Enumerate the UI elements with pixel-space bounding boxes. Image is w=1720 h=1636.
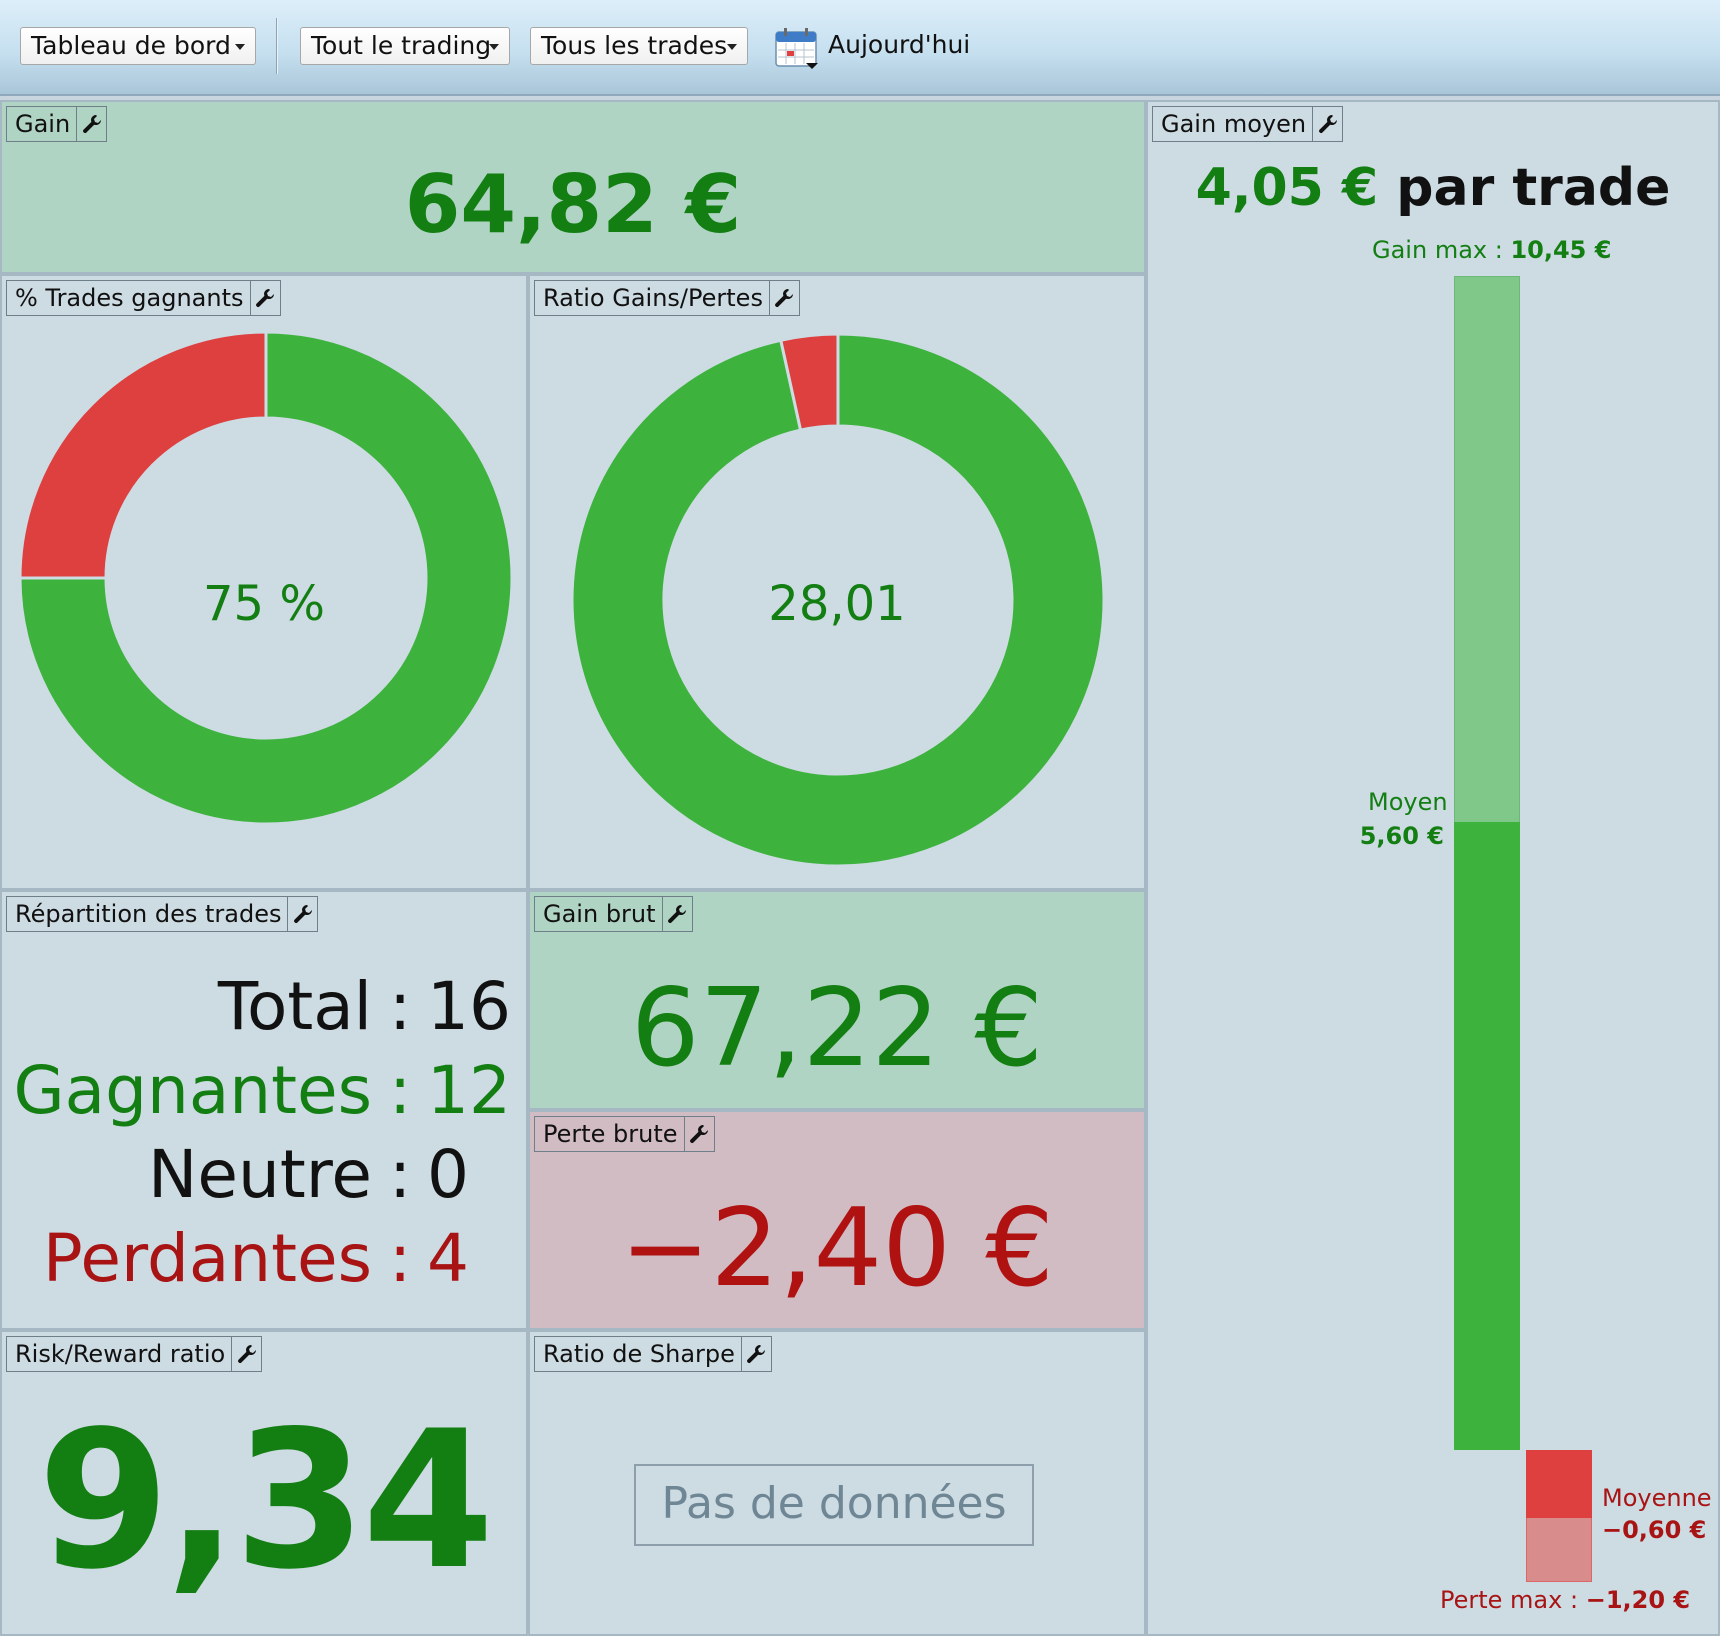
risk-reward-panel-title: Risk/Reward ratio xyxy=(6,1336,263,1372)
panel-title-label: Répartition des trades xyxy=(15,900,282,928)
sharpe-ratio-panel-title: Ratio de Sharpe xyxy=(534,1336,772,1372)
colon: : xyxy=(389,1136,412,1213)
winning-row: Gagnantes : 12 xyxy=(2,1052,522,1132)
gain-loss-ratio-value: 28,01 xyxy=(768,576,906,632)
wrench-icon[interactable] xyxy=(740,1337,771,1371)
average-gain-value: 4,05 € xyxy=(1195,158,1379,218)
winning-trades-panel: % Trades gagnants 75 % xyxy=(0,274,528,890)
average-win-bar xyxy=(1454,822,1520,1450)
losing-value: 4 xyxy=(427,1220,469,1297)
max-loss-caption: Perte max : −1,20 € xyxy=(1440,1586,1690,1614)
trading-dropdown[interactable]: Tout le trading xyxy=(300,27,510,65)
panel-title-label: Perte brute xyxy=(543,1120,678,1148)
gain-value: 64,82 € xyxy=(404,158,742,251)
gain-panel-title: Gain xyxy=(6,106,108,142)
risk-reward-panel: Risk/Reward ratio 9,34 xyxy=(0,1330,528,1636)
neutral-label: Neutre xyxy=(148,1136,372,1213)
wrench-icon[interactable] xyxy=(683,1117,714,1151)
chevron-down-icon xyxy=(489,44,499,50)
dashboard-dropdown-label: Tableau de bord xyxy=(31,31,231,60)
average-win-label: Moyen xyxy=(1368,788,1448,816)
total-value: 16 xyxy=(427,968,511,1045)
total-label: Total xyxy=(217,968,372,1045)
average-gain-panel-title: Gain moyen xyxy=(1152,106,1344,142)
chevron-down-icon xyxy=(235,44,245,50)
gross-loss-panel: Perte brute −2,40 € xyxy=(528,1110,1146,1330)
gross-gain-panel-title: Gain brut xyxy=(534,896,693,932)
panel-title-label: Ratio de Sharpe xyxy=(543,1340,735,1368)
trade-distribution-panel: Répartition des trades Total : 16 Gagnan… xyxy=(0,890,528,1330)
winning-trades-panel-title: % Trades gagnants xyxy=(6,280,281,316)
date-range-label[interactable]: Aujourd'hui xyxy=(828,30,971,59)
losing-row: Perdantes : 4 xyxy=(2,1220,522,1300)
wrench-icon[interactable] xyxy=(76,107,106,141)
gain-loss-ratio-panel-title: Ratio Gains/Pertes xyxy=(534,280,800,316)
calendar-icon[interactable] xyxy=(774,26,820,70)
winning-trades-donut xyxy=(18,330,514,826)
no-data-message: Pas de données xyxy=(634,1464,1034,1546)
loss-slice xyxy=(779,332,840,432)
wrench-icon[interactable] xyxy=(249,281,280,315)
chevron-down-icon xyxy=(727,44,737,50)
win-slice xyxy=(18,330,514,826)
trades-dropdown[interactable]: Tous les trades xyxy=(530,27,748,65)
panel-title-label: Gain brut xyxy=(543,900,656,928)
gross-gain-value: 67,22 € xyxy=(630,966,1044,1091)
gross-gain-panel: Gain brut 67,22 € xyxy=(528,890,1146,1110)
winning-value: 12 xyxy=(427,1052,511,1129)
average-loss-value: −0,60 € xyxy=(1602,1516,1707,1544)
max-gain-label: Gain max : xyxy=(1372,236,1503,264)
dashboard-dropdown[interactable]: Tableau de bord xyxy=(20,27,256,65)
wrench-icon[interactable] xyxy=(768,281,799,315)
gross-loss-panel-title: Perte brute xyxy=(534,1116,715,1152)
gross-loss-value: −2,40 € xyxy=(619,1186,1054,1311)
total-row: Total : 16 xyxy=(2,968,522,1048)
panel-title-label: % Trades gagnants xyxy=(15,284,244,312)
neutral-value: 0 xyxy=(427,1136,469,1213)
colon: : xyxy=(389,1052,412,1129)
panel-title-label: Gain moyen xyxy=(1161,110,1307,138)
toolbar-separator xyxy=(276,18,278,74)
loss-slice xyxy=(18,330,268,580)
colon: : xyxy=(389,1220,412,1297)
risk-reward-value: 9,34 xyxy=(37,1390,495,1611)
max-loss-label: Perte max : xyxy=(1440,1586,1579,1614)
winning-trades-percentage: 75 % xyxy=(203,576,325,632)
average-gain-suffix: par trade xyxy=(1396,158,1671,218)
gain-loss-ratio-panel: Ratio Gains/Pertes 28,01 xyxy=(528,274,1146,890)
panel-title-label: Ratio Gains/Pertes xyxy=(543,284,763,312)
average-loss-label: Moyenne xyxy=(1602,1484,1712,1512)
neutral-row: Neutre : 0 xyxy=(2,1136,522,1216)
max-gain-bar xyxy=(1454,276,1520,824)
wrench-icon[interactable] xyxy=(231,1337,261,1371)
wrench-icon[interactable] xyxy=(1312,107,1342,141)
trade-distribution-panel-title: Répartition des trades xyxy=(6,896,319,932)
panel-title-label: Gain xyxy=(15,110,71,138)
toolbar: Tableau de bord Tout le trading Tous les… xyxy=(0,0,1720,96)
colon: : xyxy=(389,968,412,1045)
wrench-icon[interactable] xyxy=(661,897,692,931)
average-gain-panel: Gain moyen 4,05 € par trade Gain max : 1… xyxy=(1146,100,1720,1636)
panel-title-label: Risk/Reward ratio xyxy=(15,1340,226,1368)
average-gain-headline: 4,05 € par trade xyxy=(1148,158,1718,218)
gain-panel: Gain 64,82 € xyxy=(0,100,1146,274)
gain-loss-ratio-donut xyxy=(570,332,1106,868)
wrench-icon[interactable] xyxy=(287,897,317,931)
sharpe-ratio-panel: Ratio de Sharpe Pas de données xyxy=(528,1330,1146,1636)
max-gain-value: 10,45 € xyxy=(1510,236,1612,264)
average-win-value: 5,60 € xyxy=(1359,822,1444,850)
losing-label: Perdantes xyxy=(42,1220,372,1297)
trading-dropdown-label: Tout le trading xyxy=(311,31,492,60)
winning-label: Gagnantes xyxy=(13,1052,372,1129)
max-gain-caption: Gain max : 10,45 € xyxy=(1372,236,1611,264)
max-loss-value: −1,20 € xyxy=(1585,1586,1691,1614)
trades-dropdown-label: Tous les trades xyxy=(541,31,728,60)
win-slice xyxy=(570,332,1106,868)
average-loss-bar xyxy=(1526,1450,1592,1522)
max-loss-bar xyxy=(1526,1518,1592,1582)
